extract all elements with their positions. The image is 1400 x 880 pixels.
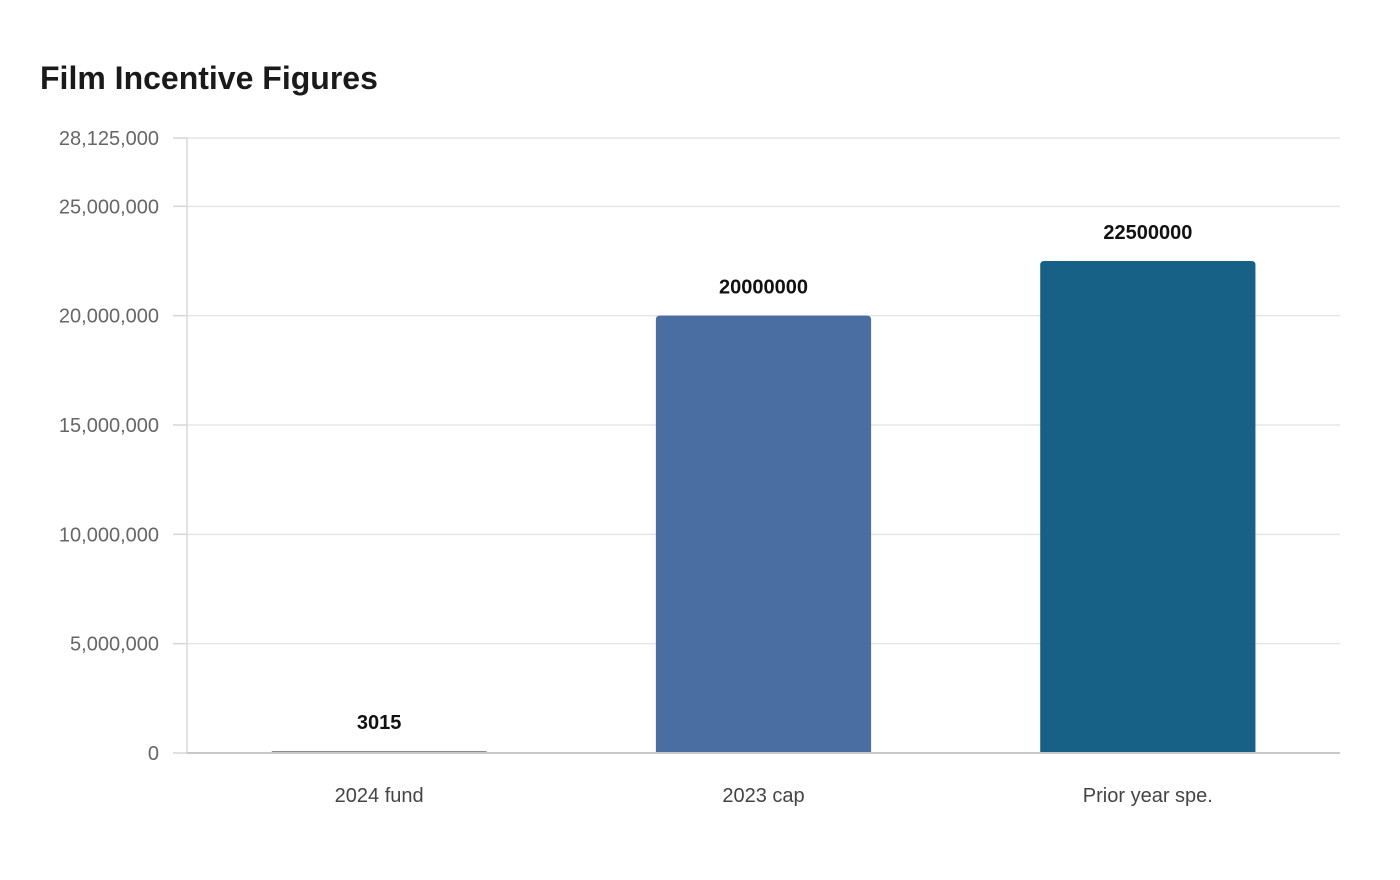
x-tick-label: 2023 cap: [722, 785, 804, 807]
y-tick-label: 10,000,000: [59, 524, 159, 546]
chart-title: Film Incentive Figures: [40, 60, 378, 96]
labels: 0 5,000,000 10,000,000 15,000,000 20,000,000…: [59, 128, 1213, 807]
axes: [173, 137, 1340, 754]
y-tick-label: 25,000,000: [59, 196, 159, 218]
y-tick-label: 28,125,000: [59, 128, 159, 150]
y-tick-label: 15,000,000: [59, 415, 159, 437]
x-tick-label: Prior year spe.: [1083, 785, 1213, 807]
y-tick-label: 20,000,000: [59, 306, 159, 328]
y-tick-label: 0: [148, 743, 159, 765]
bar-value-label: 3015: [357, 712, 402, 734]
bars: [271, 261, 1256, 753]
y-tick-label: 5,000,000: [70, 634, 159, 656]
bar-value-label: 20000000: [719, 277, 808, 299]
bar: [1040, 261, 1256, 753]
x-tick-label: 2024 fund: [335, 785, 424, 807]
bar: [655, 315, 872, 753]
bar-value-label: 22500000: [1103, 222, 1192, 244]
